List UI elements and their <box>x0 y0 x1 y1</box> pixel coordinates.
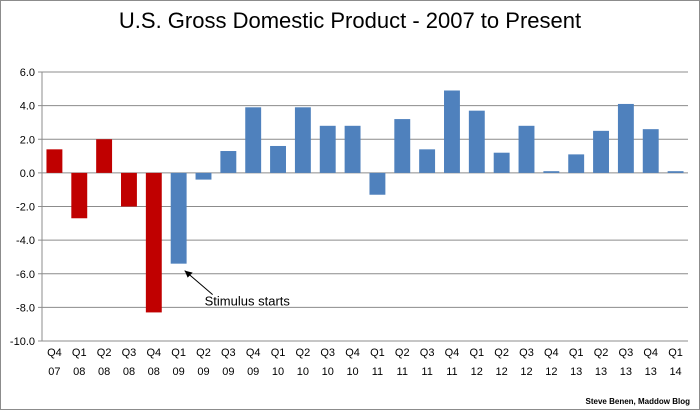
x-tick-label: Q3 <box>619 347 634 359</box>
bar <box>419 149 436 173</box>
x-tick-label: Q4 <box>544 347 559 359</box>
bar <box>543 171 560 173</box>
bar <box>394 119 411 173</box>
y-tick-label: 2.0 <box>20 134 35 146</box>
x-tick-label: 11 <box>372 366 383 378</box>
x-tick-label: 13 <box>645 366 657 378</box>
y-tick-label: -4.0 <box>16 235 35 247</box>
x-tick-label: 09 <box>247 366 259 378</box>
x-tick-label: Q2 <box>594 347 609 359</box>
y-tick-label: -10.0 <box>10 336 35 348</box>
x-tick-label: 12 <box>471 366 483 378</box>
x-tick-label: Q4 <box>445 347 460 359</box>
x-tick-label: 12 <box>545 366 557 378</box>
gridlines <box>42 71 688 342</box>
bars <box>46 90 684 313</box>
bar <box>518 125 535 173</box>
x-tick-label: 10 <box>272 366 284 378</box>
x-tick-label: 13 <box>595 366 607 378</box>
annotation-arrowhead <box>184 270 193 278</box>
annotation-label: Stimulus starts <box>205 294 291 309</box>
bar <box>468 110 485 173</box>
bar <box>667 171 684 173</box>
annotation: Stimulus starts <box>184 270 291 309</box>
x-tick-label: 08 <box>148 366 160 378</box>
x-tick-label: 12 <box>520 366 532 378</box>
x-tick-label: 14 <box>669 366 681 378</box>
bar <box>220 151 237 173</box>
x-tick-label: 09 <box>197 366 209 378</box>
x-tick-label: Q1 <box>668 347 683 359</box>
bar <box>71 172 88 219</box>
x-tick-label: 07 <box>48 366 60 378</box>
y-tick-label: -2.0 <box>16 202 35 214</box>
x-tick-label: 12 <box>496 366 508 378</box>
bar <box>195 172 212 180</box>
x-tick-label: 11 <box>397 366 408 378</box>
x-tick-label: 11 <box>421 366 432 378</box>
bar <box>145 172 162 313</box>
bar <box>270 145 286 173</box>
x-tick-label: Q3 <box>420 347 435 359</box>
bar <box>96 139 113 173</box>
x-tick-label: Q3 <box>320 347 335 359</box>
bar <box>170 172 187 264</box>
x-tick-label: 13 <box>620 366 632 378</box>
x-tick-label: 08 <box>98 366 110 378</box>
bar <box>121 172 137 207</box>
x-tick-label: Q2 <box>494 347 509 359</box>
bar <box>319 125 336 173</box>
bar <box>617 103 634 173</box>
y-tick-label: 4.0 <box>20 101 35 113</box>
y-tick-label: 6.0 <box>20 67 35 79</box>
x-tick-label: 10 <box>322 366 334 378</box>
x-tick-label: Q4 <box>643 347 658 359</box>
x-tick-label: Q2 <box>196 347 211 359</box>
x-tick-label: Q1 <box>469 347 484 359</box>
chart-title: U.S. Gross Domestic Product - 2007 to Pr… <box>118 8 582 33</box>
bar <box>493 152 510 173</box>
x-tick-label: 09 <box>173 366 185 378</box>
x-tick-label: Q2 <box>395 347 410 359</box>
x-tick-label: 08 <box>73 366 85 378</box>
bar <box>444 90 460 173</box>
y-axis-ticks: 6.0 4.0 2.0 0.0 -2.0 -4.0 -6.0 -8.0 -10.0 <box>10 67 43 348</box>
x-tick-label: 11 <box>446 366 457 378</box>
x-tick-label: Q1 <box>370 347 385 359</box>
bar <box>245 107 262 173</box>
bar <box>568 154 585 173</box>
x-tick-label: 08 <box>123 366 135 378</box>
bar <box>294 107 311 173</box>
chart-credit: Steve Benen, Maddow Blog <box>585 397 690 406</box>
x-tick-label: 10 <box>297 366 309 378</box>
x-axis-ticks: Q4 07 Q1 08 Q2 08 Q3 08 Q4 08 Q1 09 Q2 09 Q3 09 Q4 09 Q1 10… <box>47 347 683 378</box>
x-tick-label: 13 <box>570 366 582 378</box>
x-tick-label: Q1 <box>271 347 286 359</box>
x-tick-label: Q3 <box>221 347 236 359</box>
x-tick-label: Q4 <box>146 347 161 359</box>
bar <box>593 130 609 173</box>
bar <box>344 125 361 173</box>
x-tick-label: Q2 <box>97 347 112 359</box>
x-tick-label: Q1 <box>171 347 186 359</box>
bar <box>46 149 63 173</box>
y-tick-label: -6.0 <box>16 269 35 281</box>
y-tick-label: 0.0 <box>20 168 35 180</box>
x-tick-label: Q3 <box>122 347 137 359</box>
x-tick-label: Q4 <box>246 347 261 359</box>
bar <box>369 172 386 195</box>
x-tick-label: 10 <box>346 366 358 378</box>
x-tick-label: Q4 <box>345 347 360 359</box>
x-tick-label: Q1 <box>72 347 87 359</box>
x-tick-label: Q2 <box>296 347 311 359</box>
x-tick-label: Q4 <box>47 347 62 359</box>
x-tick-label: Q1 <box>569 347 584 359</box>
x-tick-label: 09 <box>222 366 234 378</box>
x-tick-label: Q3 <box>519 347 534 359</box>
bar <box>642 129 659 173</box>
y-tick-label: -8.0 <box>16 302 35 314</box>
